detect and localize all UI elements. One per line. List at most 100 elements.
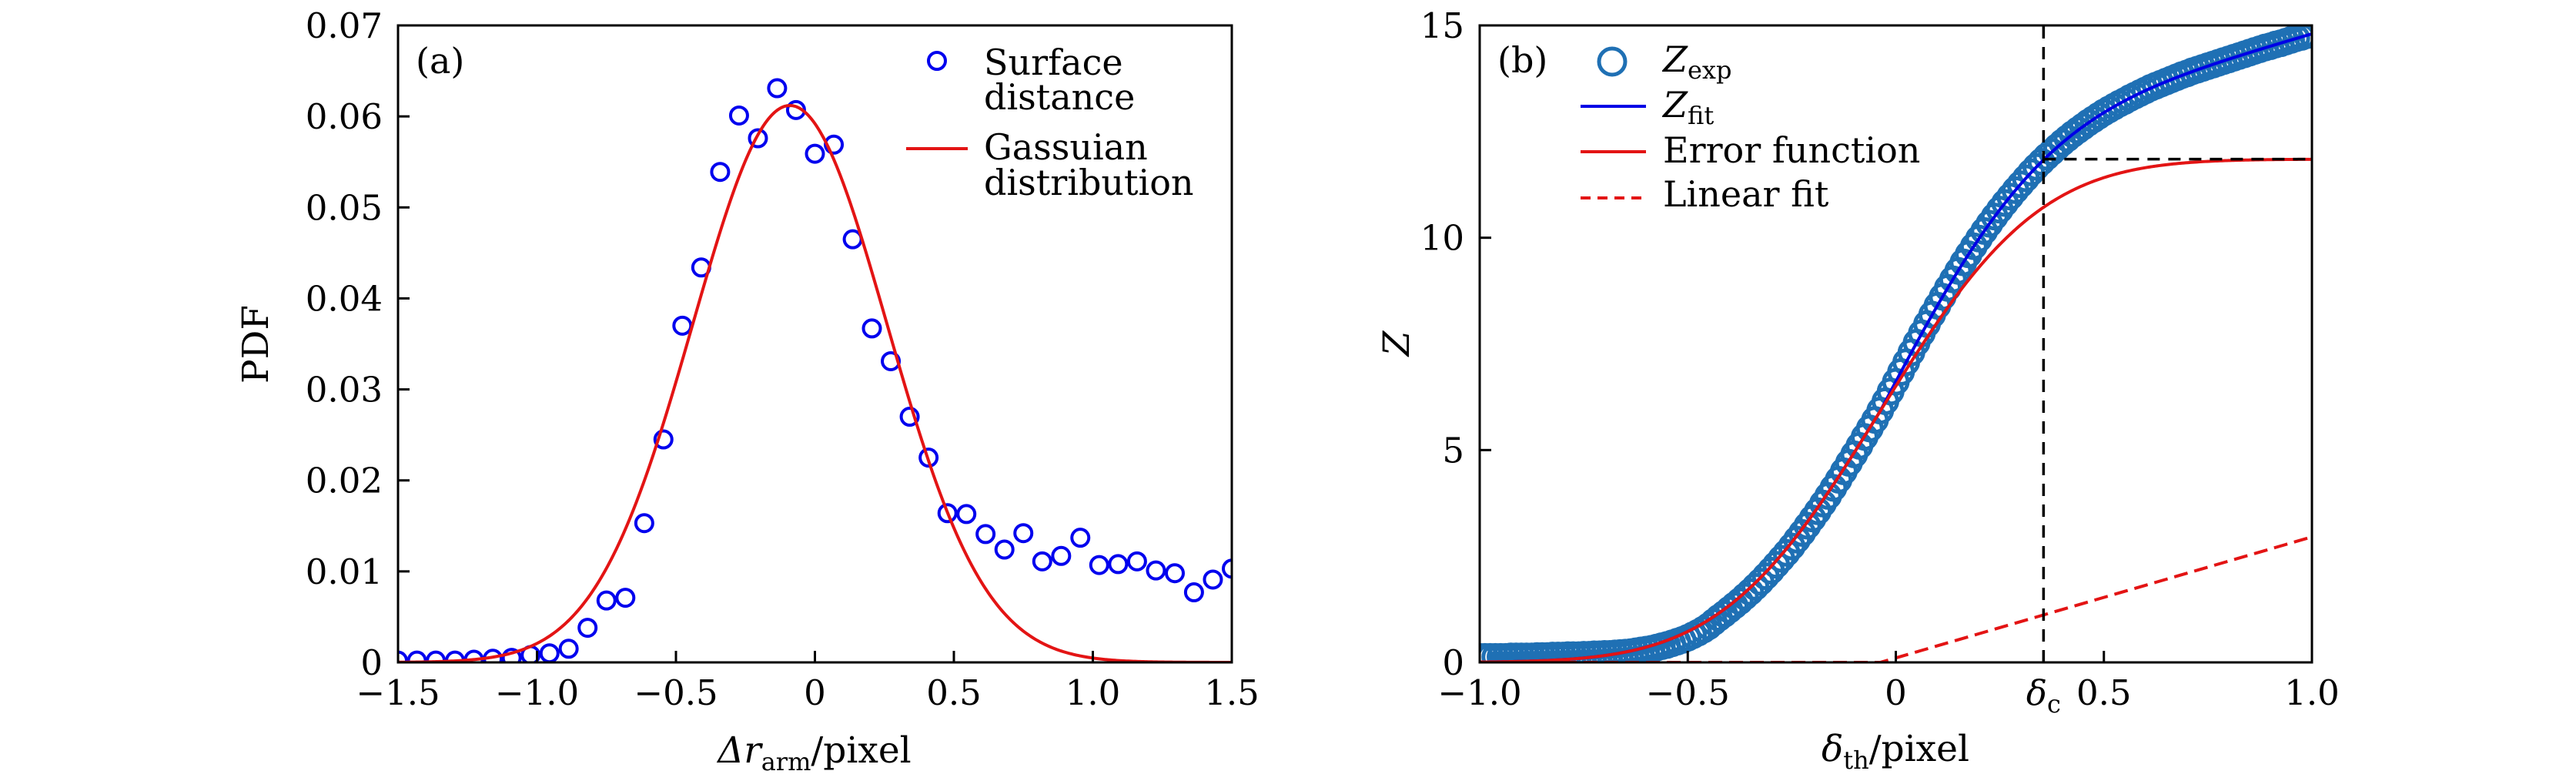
legend-entry-gaussian-distribution: Gassuian distribution bbox=[906, 126, 1194, 203]
x-tick-label: 0.5 bbox=[2076, 672, 2132, 713]
panel-a: −1.5 −1.0 −0.5 0 0.5 1.0 1.5 0 0.01 0.02 0.03 0.04 0… bbox=[235, 5, 1260, 776]
legend-label-subscript: fit bbox=[1688, 101, 1714, 130]
surface-distance-point bbox=[1108, 554, 1129, 575]
surface-distance-series bbox=[398, 78, 1232, 662]
legend-label-line: distribution bbox=[984, 162, 1194, 203]
legend-entry-z-fit: Zfit bbox=[1581, 84, 1714, 130]
surface-distance-point bbox=[728, 105, 749, 126]
surface-distance-point bbox=[1089, 555, 1109, 575]
surface-distance-point bbox=[1070, 528, 1091, 548]
x-tick-label-text: −1.0 bbox=[495, 672, 579, 713]
surface-distance-point bbox=[899, 407, 920, 427]
legend-open-circle-icon bbox=[1597, 46, 1628, 77]
surface-distance-point bbox=[918, 447, 939, 468]
y-tick-label: 0.01 bbox=[306, 551, 383, 592]
legend-label: Zexp bbox=[1661, 39, 1731, 85]
panel-b-label: (b) bbox=[1497, 39, 1547, 81]
y-tick-label: 10 bbox=[1420, 218, 1464, 259]
x-axis-label-symbol: δ bbox=[1822, 728, 1843, 770]
surface-distance-point bbox=[653, 429, 674, 450]
panel-a-x-axis-label: Δrarm/pixel bbox=[716, 729, 911, 776]
y-tick-label: 0.03 bbox=[306, 370, 383, 411]
x-tick-label-subscript: c bbox=[2047, 689, 2061, 719]
x-axis-label-subscript: arm bbox=[761, 747, 811, 776]
z-exp-point bbox=[2287, 25, 2312, 51]
error-function-curve bbox=[1480, 157, 2312, 662]
surface-distance-point bbox=[956, 504, 977, 525]
surface-distance-point bbox=[596, 590, 617, 611]
legend-label-line: Surface bbox=[984, 42, 1123, 83]
x-tick-label-text: 0.5 bbox=[926, 672, 982, 713]
surface-distance-point bbox=[1164, 563, 1185, 584]
panel-a-legend: Surface distance Gassuian distribution bbox=[906, 42, 1194, 203]
y-tick-label: 0.05 bbox=[306, 187, 383, 228]
x-axis-label-unit: /pixel bbox=[811, 729, 911, 772]
x-axis-label-unit: /pixel bbox=[1869, 728, 1969, 770]
x-tick-label-text: 0 bbox=[1885, 672, 1907, 713]
y-tick-label: 0.04 bbox=[306, 278, 383, 319]
surface-distance-point bbox=[937, 503, 958, 524]
panel-a-axes: −1.5 −1.0 −0.5 0 0.5 1.0 1.5 0 0.01 0.02 0.03 0.04 0… bbox=[306, 5, 1260, 713]
x-tick-label: −1.0 bbox=[495, 672, 579, 713]
panel-b-axes: −1.0 −0.5 0 δc 0.5 1.0 0 5 10 15 bbox=[1420, 5, 2340, 719]
surface-distance-point bbox=[501, 648, 522, 662]
y-tick-label: 0.02 bbox=[306, 461, 383, 501]
x-tick-label-text: 0.5 bbox=[2076, 672, 2132, 713]
x-tick-label-text: −0.5 bbox=[1646, 672, 1730, 713]
legend-entry-surface-distance: Surface distance bbox=[927, 42, 1135, 118]
surface-distance-point bbox=[975, 524, 996, 545]
panel-a-y-axis-label: PDF bbox=[235, 305, 277, 384]
x-tick-label: 1.0 bbox=[1066, 672, 1121, 713]
x-tick-label: 0.5 bbox=[926, 672, 982, 713]
surface-distance-point bbox=[634, 513, 654, 534]
x-tick-label: 0 bbox=[1885, 672, 1907, 713]
surface-distance-point bbox=[1126, 551, 1147, 572]
surface-distance-point bbox=[1203, 569, 1223, 590]
legend-label: Zfit bbox=[1661, 84, 1714, 130]
y-tick-label: 15 bbox=[1420, 5, 1464, 46]
x-tick-label-text: δ bbox=[2026, 672, 2047, 713]
x-tick-label: −1.0 bbox=[1437, 672, 1521, 713]
panel-b-x-axis-label: δth/pixel bbox=[1822, 728, 1969, 775]
x-tick-label: −1.5 bbox=[356, 672, 440, 713]
surface-distance-point bbox=[615, 588, 636, 608]
surface-distance-point bbox=[398, 650, 408, 662]
x-tick-label: −0.5 bbox=[634, 672, 718, 713]
x-axis-label-symbol: Δr bbox=[716, 729, 763, 772]
surface-distance-point bbox=[1146, 560, 1166, 581]
y-tick-label: 0 bbox=[360, 642, 383, 683]
x-tick-label: −0.5 bbox=[1646, 672, 1730, 713]
x-tick-label: 1.0 bbox=[2284, 672, 2340, 713]
error-function-series bbox=[1480, 157, 2312, 662]
x-axis-label-subscript: th bbox=[1843, 746, 1868, 775]
panel-b-y-axis-label: Z bbox=[1376, 330, 1418, 357]
legend-label-main: Z bbox=[1661, 39, 1688, 80]
surface-distance-point bbox=[805, 143, 825, 164]
x-tick-label: δc bbox=[2026, 672, 2061, 719]
x-tick-label-text: 0 bbox=[804, 672, 826, 713]
surface-distance-point bbox=[577, 618, 598, 639]
legend-label-line: distance bbox=[984, 76, 1135, 118]
legend-open-circle-icon bbox=[927, 51, 947, 71]
legend-label-main: Z bbox=[1661, 84, 1688, 126]
x-tick-label-text: 1.0 bbox=[1066, 672, 1121, 713]
panel-a-label: (a) bbox=[416, 40, 464, 82]
panel-b-legend: Zexp Zfit Error function Linear fit bbox=[1581, 39, 1920, 215]
x-tick-label-text: 1.0 bbox=[2284, 672, 2340, 713]
legend-label: Error function bbox=[1663, 129, 1920, 171]
y-tick-label: 5 bbox=[1442, 430, 1464, 471]
surface-distance-point bbox=[994, 539, 1015, 560]
x-tick-label: 1.5 bbox=[1204, 672, 1260, 713]
legend-entry-z-exp: Zexp bbox=[1597, 39, 1731, 85]
z-exp-point bbox=[2293, 25, 2312, 49]
surface-distance-point bbox=[1222, 558, 1232, 579]
legend-entry-linear-fit: Linear fit bbox=[1581, 173, 1829, 215]
surface-distance-point bbox=[861, 318, 882, 339]
z-exp-point bbox=[2298, 25, 2312, 49]
y-tick-label: 0.07 bbox=[306, 5, 383, 46]
x-tick-label-text: −1.5 bbox=[356, 672, 440, 713]
legend-label: Linear fit bbox=[1663, 173, 1829, 215]
surface-distance-point bbox=[1051, 545, 1072, 566]
surface-distance-point bbox=[767, 78, 788, 99]
